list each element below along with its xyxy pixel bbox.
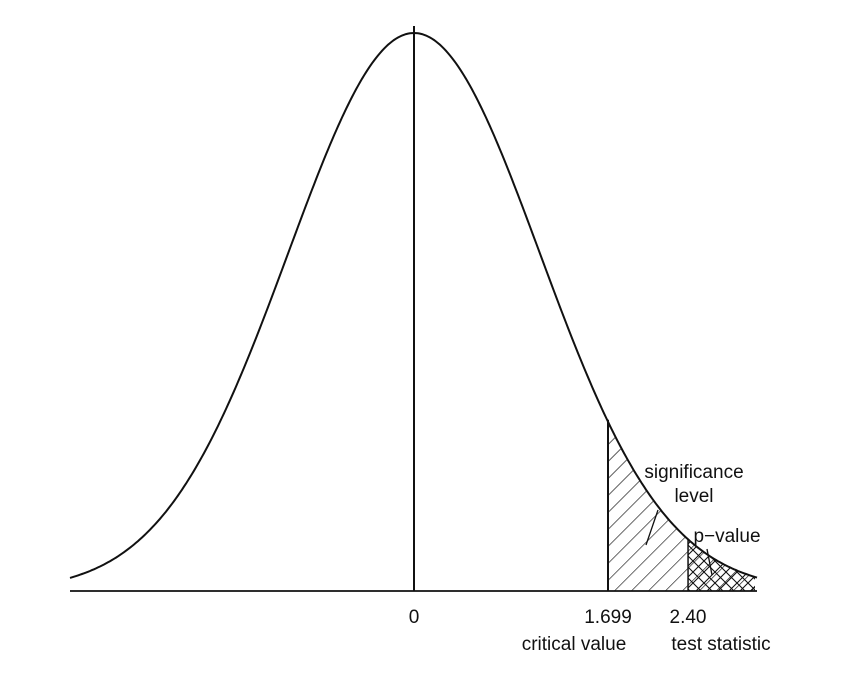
statistic-tick-label: 2.40 xyxy=(670,607,707,628)
significance-leader xyxy=(645,509,659,546)
critical-tick-label: 1.699 xyxy=(584,607,632,628)
statistic-caption: test statistic xyxy=(671,634,770,655)
significance-region xyxy=(608,421,755,591)
significance-label-line1: significance xyxy=(644,462,743,483)
p-value-label: p−value xyxy=(693,526,760,547)
significance-label-line2: level xyxy=(674,486,713,507)
critical-caption: critical value xyxy=(522,634,627,655)
p-value-leader xyxy=(706,548,713,576)
center-tick-label: 0 xyxy=(409,607,420,628)
p-value-region xyxy=(688,539,755,591)
